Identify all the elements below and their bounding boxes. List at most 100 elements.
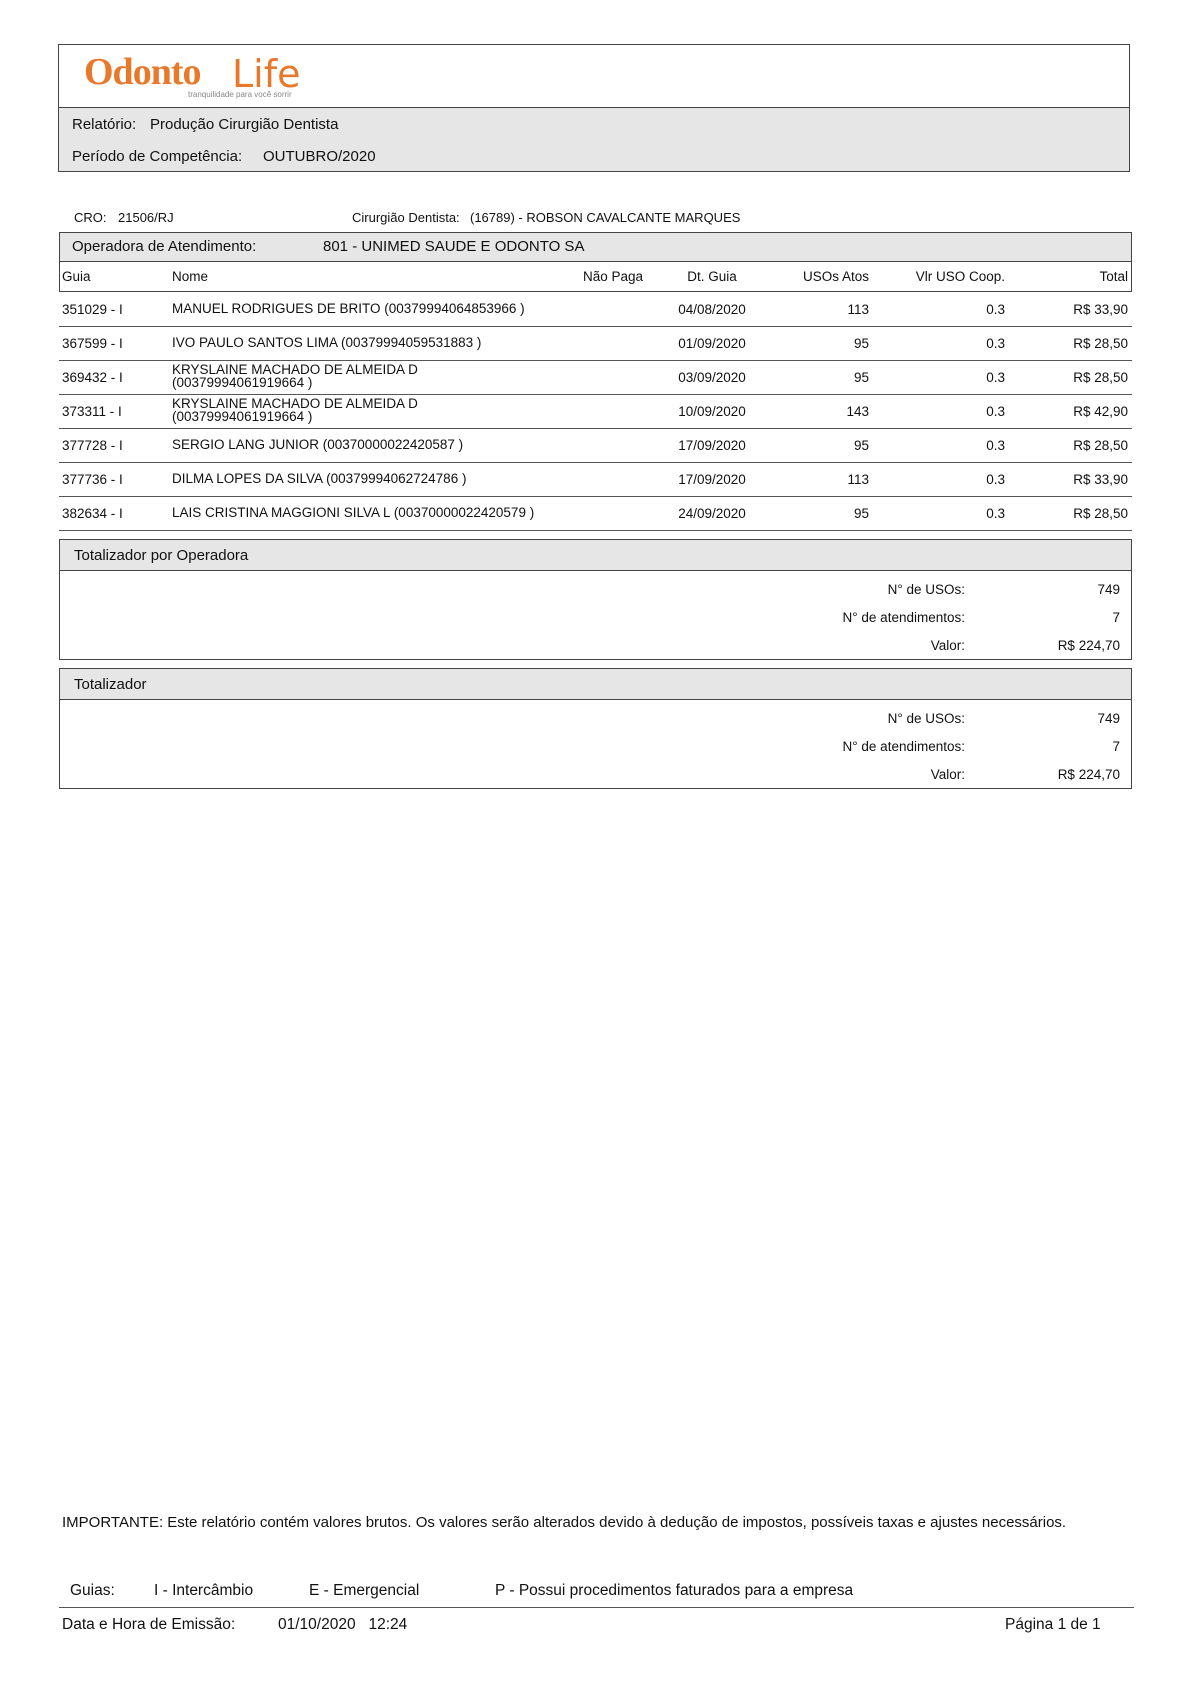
- row-rule: [59, 530, 1132, 531]
- totals-label: N° de atendimentos:: [842, 739, 965, 754]
- totals-value: 7: [1112, 610, 1120, 625]
- table-cell: 113: [847, 472, 869, 487]
- table-cell: R$ 33,90: [1073, 472, 1128, 487]
- table-cell: 0.3: [986, 438, 1005, 453]
- table-cell: 113: [847, 302, 869, 317]
- table-cell: 373311 - I: [62, 404, 122, 419]
- totals-value: R$ 224,70: [1057, 767, 1120, 782]
- totals-body: [59, 699, 1132, 789]
- table-cell: 0.3: [986, 370, 1005, 385]
- cro-label: CRO:: [74, 210, 107, 225]
- table-cell: 95: [853, 336, 869, 351]
- row-rule: [59, 326, 1132, 327]
- patient-name: (00379994061919664 ): [172, 409, 313, 424]
- totals-title-box: [59, 539, 1132, 571]
- table-header: [59, 262, 1132, 292]
- table-cell: 369432 - I: [62, 370, 123, 385]
- table-cell: R$ 33,90: [1073, 302, 1128, 317]
- table-cell: 17/09/2020: [678, 472, 746, 487]
- period-label: Período de Competência:: [72, 148, 243, 165]
- table-cell: R$ 28,50: [1073, 370, 1128, 385]
- table-cell: 95: [853, 370, 869, 385]
- table-cell: 04/08/2020: [678, 302, 746, 317]
- table-cell: R$ 28,50: [1073, 438, 1128, 453]
- dentist-label: Cirurgião Dentista:: [352, 210, 460, 225]
- patient-name: (00379994061919664 ): [172, 375, 313, 390]
- table-cell: 17/09/2020: [678, 438, 746, 453]
- table-cell: 367599 - I: [62, 336, 123, 351]
- totals-label: N° de USOs:: [887, 711, 965, 726]
- notice: IMPORTANTE: Este relatório contém valore…: [62, 1514, 1067, 1531]
- row-rule: [59, 360, 1132, 361]
- totals-label: Valor:: [930, 638, 965, 653]
- report-label: Relatório:: [72, 116, 137, 133]
- page-number: Página 1 de 1: [1005, 1616, 1101, 1633]
- row-rule: [59, 428, 1132, 429]
- column-header: USOs Atos: [802, 269, 869, 284]
- totals-label: N° de atendimentos:: [842, 610, 965, 625]
- footer-rule: [59, 1607, 1134, 1608]
- table-cell: 382634 - I: [62, 506, 123, 521]
- cro: 21506/RJ: [118, 210, 174, 225]
- table-cell: 24/09/2020: [678, 506, 746, 521]
- legend-item: P - Possui procedimentos faturados para …: [495, 1582, 854, 1599]
- totals-title-box: [59, 668, 1132, 700]
- patient-name: SERGIO LANG JUNIOR (00370000022420587 ): [172, 436, 464, 452]
- row-rule: [59, 394, 1132, 395]
- dentist: (16789) - ROBSON CAVALCANTE MARQUES: [470, 210, 741, 225]
- patient-name: DILMA LOPES DA SILVA (00379994062724786 …: [172, 470, 467, 486]
- totals-value: 749: [1097, 711, 1120, 726]
- table-cell: 0.3: [986, 336, 1005, 351]
- legend-item: E - Emergencial: [309, 1582, 420, 1599]
- table-cell: 95: [853, 438, 869, 453]
- table-cell: 0.3: [986, 302, 1005, 317]
- report: Produção Cirurgião Dentista: [150, 116, 339, 133]
- logo-brand: Odonto: [84, 51, 201, 93]
- column-header: Vlr USO Coop.: [915, 269, 1005, 284]
- column-header: Guia: [62, 269, 91, 284]
- column-header: Nome: [172, 269, 209, 284]
- column-header: Não Paga: [583, 269, 644, 284]
- row-rule: [59, 496, 1132, 497]
- logo-brand: Life: [232, 52, 301, 96]
- totals-title: Totalizador por Operadora: [74, 547, 249, 564]
- totals-label: Valor:: [930, 767, 965, 782]
- patient-name: IVO PAULO SANTOS LIMA (00379994059531883…: [172, 334, 482, 350]
- operator-box: [59, 232, 1132, 262]
- table-cell: 0.3: [986, 472, 1005, 487]
- table-cell: R$ 42,90: [1073, 404, 1128, 419]
- table-cell: 01/09/2020: [678, 336, 746, 351]
- totals-value: R$ 224,70: [1057, 638, 1120, 653]
- patient-name: KRYSLAINE MACHADO DE ALMEIDA D: [172, 362, 418, 377]
- table-cell: 0.3: [986, 506, 1005, 521]
- totals-value: 7: [1112, 739, 1120, 754]
- period: OUTUBRO/2020: [263, 148, 376, 165]
- totals-title: Totalizador: [74, 676, 147, 693]
- row-rule: [59, 462, 1132, 463]
- table-cell: 95: [853, 506, 869, 521]
- issued: 01/10/2020 12:24: [278, 1616, 408, 1633]
- logo-tagline: tranquilidade para você sorrir: [188, 90, 292, 99]
- legend-item: I - Intercâmbio: [154, 1582, 254, 1599]
- table-cell: 0.3: [986, 404, 1005, 419]
- totals-label: N° de USOs:: [887, 582, 965, 597]
- column-header: Dt. Guia: [687, 269, 737, 284]
- column-header: Total: [1099, 269, 1128, 284]
- totals-value: 749: [1097, 582, 1120, 597]
- table-cell: R$ 28,50: [1073, 336, 1128, 351]
- header-band: [58, 107, 1130, 172]
- legend-label: Guias:: [70, 1582, 115, 1599]
- table-cell: 143: [846, 404, 869, 419]
- patient-name: KRYSLAINE MACHADO DE ALMEIDA D: [172, 396, 418, 411]
- table-cell: 10/09/2020: [678, 404, 746, 419]
- table-cell: 377736 - I: [62, 472, 123, 487]
- table-cell: 03/09/2020: [678, 370, 746, 385]
- patient-name: LAIS CRISTINA MAGGIONI SILVA L (00370000…: [172, 504, 535, 520]
- issued-label: Data e Hora de Emissão:: [62, 1616, 236, 1633]
- totals-body: [59, 570, 1132, 660]
- operator: 801 - UNIMED SAUDE E ODONTO SA: [323, 238, 585, 255]
- table-cell: 377728 - I: [62, 438, 123, 453]
- table-cell: R$ 28,50: [1073, 506, 1128, 521]
- patient-name: MANUEL RODRIGUES DE BRITO (0037999406485…: [172, 300, 525, 316]
